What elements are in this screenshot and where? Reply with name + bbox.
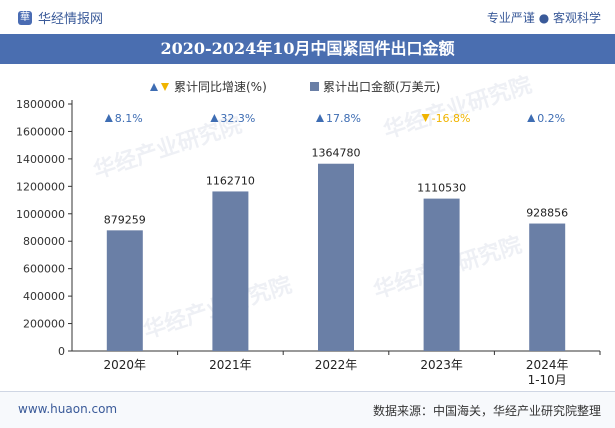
growth-label: 32.3% xyxy=(220,112,255,125)
legend-amount-label: 累计出口金额(万美元) xyxy=(323,79,440,94)
x-tick-label: 2020年 xyxy=(104,358,147,372)
y-tick-label: 1400000 xyxy=(16,153,65,166)
bar xyxy=(318,163,354,351)
brand-logo-icon: 華 xyxy=(18,10,32,25)
brand-name: 华经情报网 xyxy=(38,12,104,27)
tagline: 专业严谨 ● 客观科学 xyxy=(486,11,601,25)
growth-label: 8.1% xyxy=(115,112,143,125)
growth-label: -16.8% xyxy=(432,112,471,125)
growth-up-triangle-icon xyxy=(316,114,324,122)
y-tick-label: 1000000 xyxy=(16,208,65,221)
bar xyxy=(529,223,566,351)
bar xyxy=(106,230,143,351)
growth-up-triangle-icon xyxy=(527,114,536,122)
bar-value-label: 1364780 xyxy=(312,147,361,160)
growth-up-triangle-icon xyxy=(104,114,113,122)
bar xyxy=(212,191,249,351)
axes: 0 200000 400000 600000 800000 1000000 1200000 1… xyxy=(16,98,601,387)
x-tick-label: 2021年 xyxy=(209,358,252,372)
bar xyxy=(423,198,460,351)
bar-value-label: 1162710 xyxy=(206,174,255,187)
bars xyxy=(106,163,566,351)
growth-up-triangle-icon xyxy=(210,114,219,122)
legend-bar-swatch xyxy=(310,82,319,91)
y-tick-label: 600000 xyxy=(23,263,65,276)
brand[interactable]: 華 华经情报网 xyxy=(18,8,103,27)
top-bar: 華 华经情报网 专业严谨 ● 客观科学 xyxy=(0,0,615,35)
y-tick-label: 1200000 xyxy=(16,180,65,193)
data-labels: 879259 8.1% 1162710 32.3% 1364780 17.8% 111053… xyxy=(104,112,568,226)
footer: www.huaon.com 数据来源：中国海关，华经产业研究院整理 xyxy=(0,391,615,428)
growth-label: 17.8% xyxy=(326,112,361,125)
y-tick-label: 800000 xyxy=(23,235,65,248)
x-tick-label: 2022年 xyxy=(315,358,358,372)
bar-value-label: 1110530 xyxy=(417,182,466,195)
data-source: 数据来源：中国海关，华经产业研究院整理 xyxy=(372,404,601,418)
y-tick-label: 0 xyxy=(58,345,65,358)
x-tick-sublabel: 1-10月 xyxy=(528,373,567,387)
legend-down-triangle-icon xyxy=(161,83,169,91)
x-tick-label: 2024年 xyxy=(526,358,569,372)
growth-label: 0.2% xyxy=(537,112,565,125)
y-tick-label: 400000 xyxy=(23,290,65,303)
legend-up-triangle-icon xyxy=(150,83,158,91)
bar-value-label: 879259 xyxy=(104,213,146,226)
y-tick-label: 200000 xyxy=(23,318,65,331)
legend-growth-label: 累计同比增速(%) xyxy=(174,80,267,94)
x-tick-label: 2023年 xyxy=(420,358,463,372)
chart-title: 2020-2024年10月中国紧固件出口金额 xyxy=(0,34,615,64)
site-url[interactable]: www.huaon.com xyxy=(18,402,118,416)
growth-down-triangle-icon xyxy=(421,114,430,122)
bar-value-label: 928856 xyxy=(526,207,568,220)
y-tick-label: 1600000 xyxy=(16,125,65,138)
bar-chart: 累计同比增速(%) 累计出口金额(万美元) 0 200000 400000 60000… xyxy=(16,79,601,387)
y-tick-label: 1800000 xyxy=(16,98,65,111)
legend: 累计同比增速(%) 累计出口金额(万美元) xyxy=(150,79,440,94)
